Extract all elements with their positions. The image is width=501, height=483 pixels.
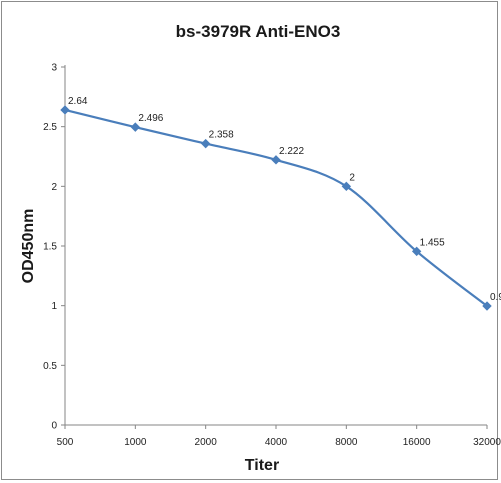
data-point [271,155,281,165]
x-tick-label: 1000 [124,437,147,448]
data-point [130,122,141,132]
data-point [200,138,211,149]
data-point [411,246,422,257]
data-label: 2.496 [138,113,163,124]
y-tick-label: 1 [51,301,57,312]
y-tick-label: 0.5 [43,361,57,372]
x-axis-title: Titer [245,457,279,474]
y-tick-label: 0 [51,421,57,432]
x-tick-label: 16000 [403,437,431,448]
data-label: 0.997 [490,292,501,303]
data-point [60,105,70,115]
x-tick-label: 500 [57,437,74,448]
series-line [64,108,488,307]
data-label: 2.222 [279,146,304,157]
y-tick-label: 3 [51,63,57,74]
x-tick-label: 4000 [265,437,288,448]
data-point [482,301,492,311]
data-label: 2.64 [68,96,88,107]
data-point [341,181,352,192]
x-tick-label: 2000 [195,437,218,448]
y-axis-title: OD450nm [20,209,37,284]
data-label: 1.455 [420,237,445,248]
x-tick-label: 32000 [473,437,501,448]
y-tick-label: 2 [51,182,57,193]
y-tick-label: 2.5 [43,122,57,133]
chart-title: bs-3979R Anti-ENO3 [176,22,341,41]
data-label: 2.358 [209,130,234,141]
x-tick-label: 8000 [335,437,358,448]
y-tick-label: 1.5 [43,242,57,253]
data-label: 2 [349,172,355,183]
